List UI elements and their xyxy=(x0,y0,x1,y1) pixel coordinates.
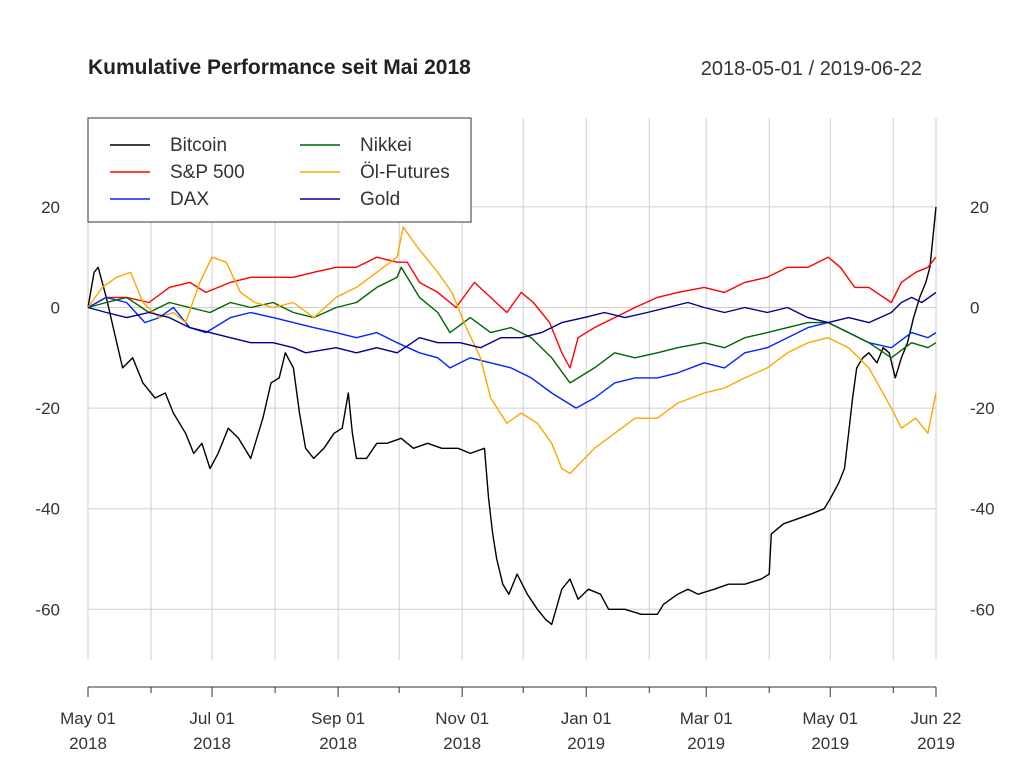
x-tick-label-month: May 01 xyxy=(60,709,116,728)
y-tick-label-left: 20 xyxy=(41,198,60,217)
x-tick-label-month: Jun 22 xyxy=(910,709,961,728)
x-tick-label-year: 2019 xyxy=(567,734,605,753)
series-line-s-p-500 xyxy=(87,256,937,369)
x-tick-label-year: 2018 xyxy=(443,734,481,753)
legend: Bitcoin S&P 500 DAX Nikkei Öl-Futures Gold xyxy=(87,117,472,223)
series-line-gold xyxy=(87,291,937,354)
x-tick-label-month: Sep 01 xyxy=(311,709,365,728)
x-tick-label-month: Jan 01 xyxy=(561,709,612,728)
series-line-dax xyxy=(87,296,937,409)
x-tick-label-year: 2018 xyxy=(193,734,231,753)
y-tick-label-left: -40 xyxy=(35,500,60,519)
series-line--l-futures xyxy=(87,226,937,475)
series-line-nikkei xyxy=(87,266,937,384)
x-tick-label-year: 2019 xyxy=(687,734,725,753)
legend-label: Öl-Futures xyxy=(360,162,450,183)
x-tick-label-month: Nov 01 xyxy=(435,709,489,728)
legend-label: DAX xyxy=(170,189,209,210)
series-line-bitcoin xyxy=(87,206,937,626)
x-tick-label-month: May 01 xyxy=(802,709,858,728)
y-tick-label-right: 0 xyxy=(970,299,979,318)
x-tick-label-year: 2019 xyxy=(811,734,849,753)
y-tick-label-right: -60 xyxy=(970,600,995,619)
legend-label: Gold xyxy=(360,189,400,210)
y-tick-label-right: 20 xyxy=(970,198,989,217)
legend-label: S&P 500 xyxy=(170,162,245,183)
legend-box xyxy=(87,117,472,223)
axes-layer: -60 -60 -40 -40 -20 -20 0 0 20 20 May 01 2018 Jul 01… xyxy=(35,198,994,753)
chart-title: Kumulative Performance seit Mai 2018 xyxy=(88,56,471,79)
x-tick-label-month: Jul 01 xyxy=(189,709,234,728)
x-tick-label-year: 2018 xyxy=(69,734,107,753)
y-tick-label-right: -20 xyxy=(970,399,995,418)
x-tick-label-year: 2019 xyxy=(917,734,955,753)
legend-label: Bitcoin xyxy=(170,135,227,156)
y-tick-label-left: -20 xyxy=(35,399,60,418)
y-tick-label-right: -40 xyxy=(970,500,995,519)
series-layer xyxy=(87,206,937,626)
date-range-label: 2018-05-01 / 2019-06-22 xyxy=(700,58,922,80)
x-tick-label-month: Mar 01 xyxy=(680,709,733,728)
legend-label: Nikkei xyxy=(360,135,412,156)
y-tick-label-left: -60 xyxy=(35,600,60,619)
x-tick-label-year: 2018 xyxy=(319,734,357,753)
y-tick-label-left: 0 xyxy=(51,299,60,318)
